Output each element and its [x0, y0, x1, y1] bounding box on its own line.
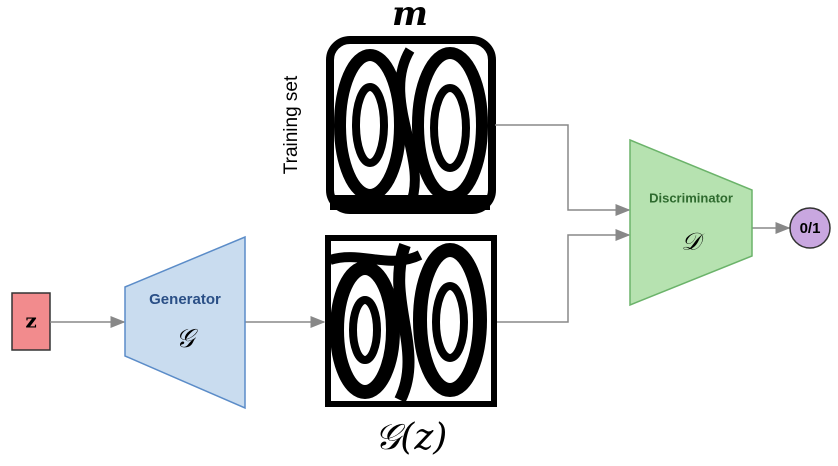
title: m	[392, 0, 428, 34]
connectors	[50, 124, 791, 328]
output-node	[789, 207, 831, 249]
generator-label: Generator	[149, 291, 221, 308]
input-label: z	[25, 309, 36, 333]
generator-block	[124, 235, 246, 410]
generated-label: 𝒢(z)	[375, 417, 448, 458]
output-label: 0/1	[800, 220, 821, 237]
training-label: Training set	[281, 75, 302, 174]
discriminator-block	[629, 138, 753, 307]
generated-image	[325, 235, 497, 407]
training-image	[325, 36, 496, 214]
generator-symbol: 𝒢	[176, 324, 199, 354]
discriminator-label: Discriminator	[649, 190, 733, 205]
